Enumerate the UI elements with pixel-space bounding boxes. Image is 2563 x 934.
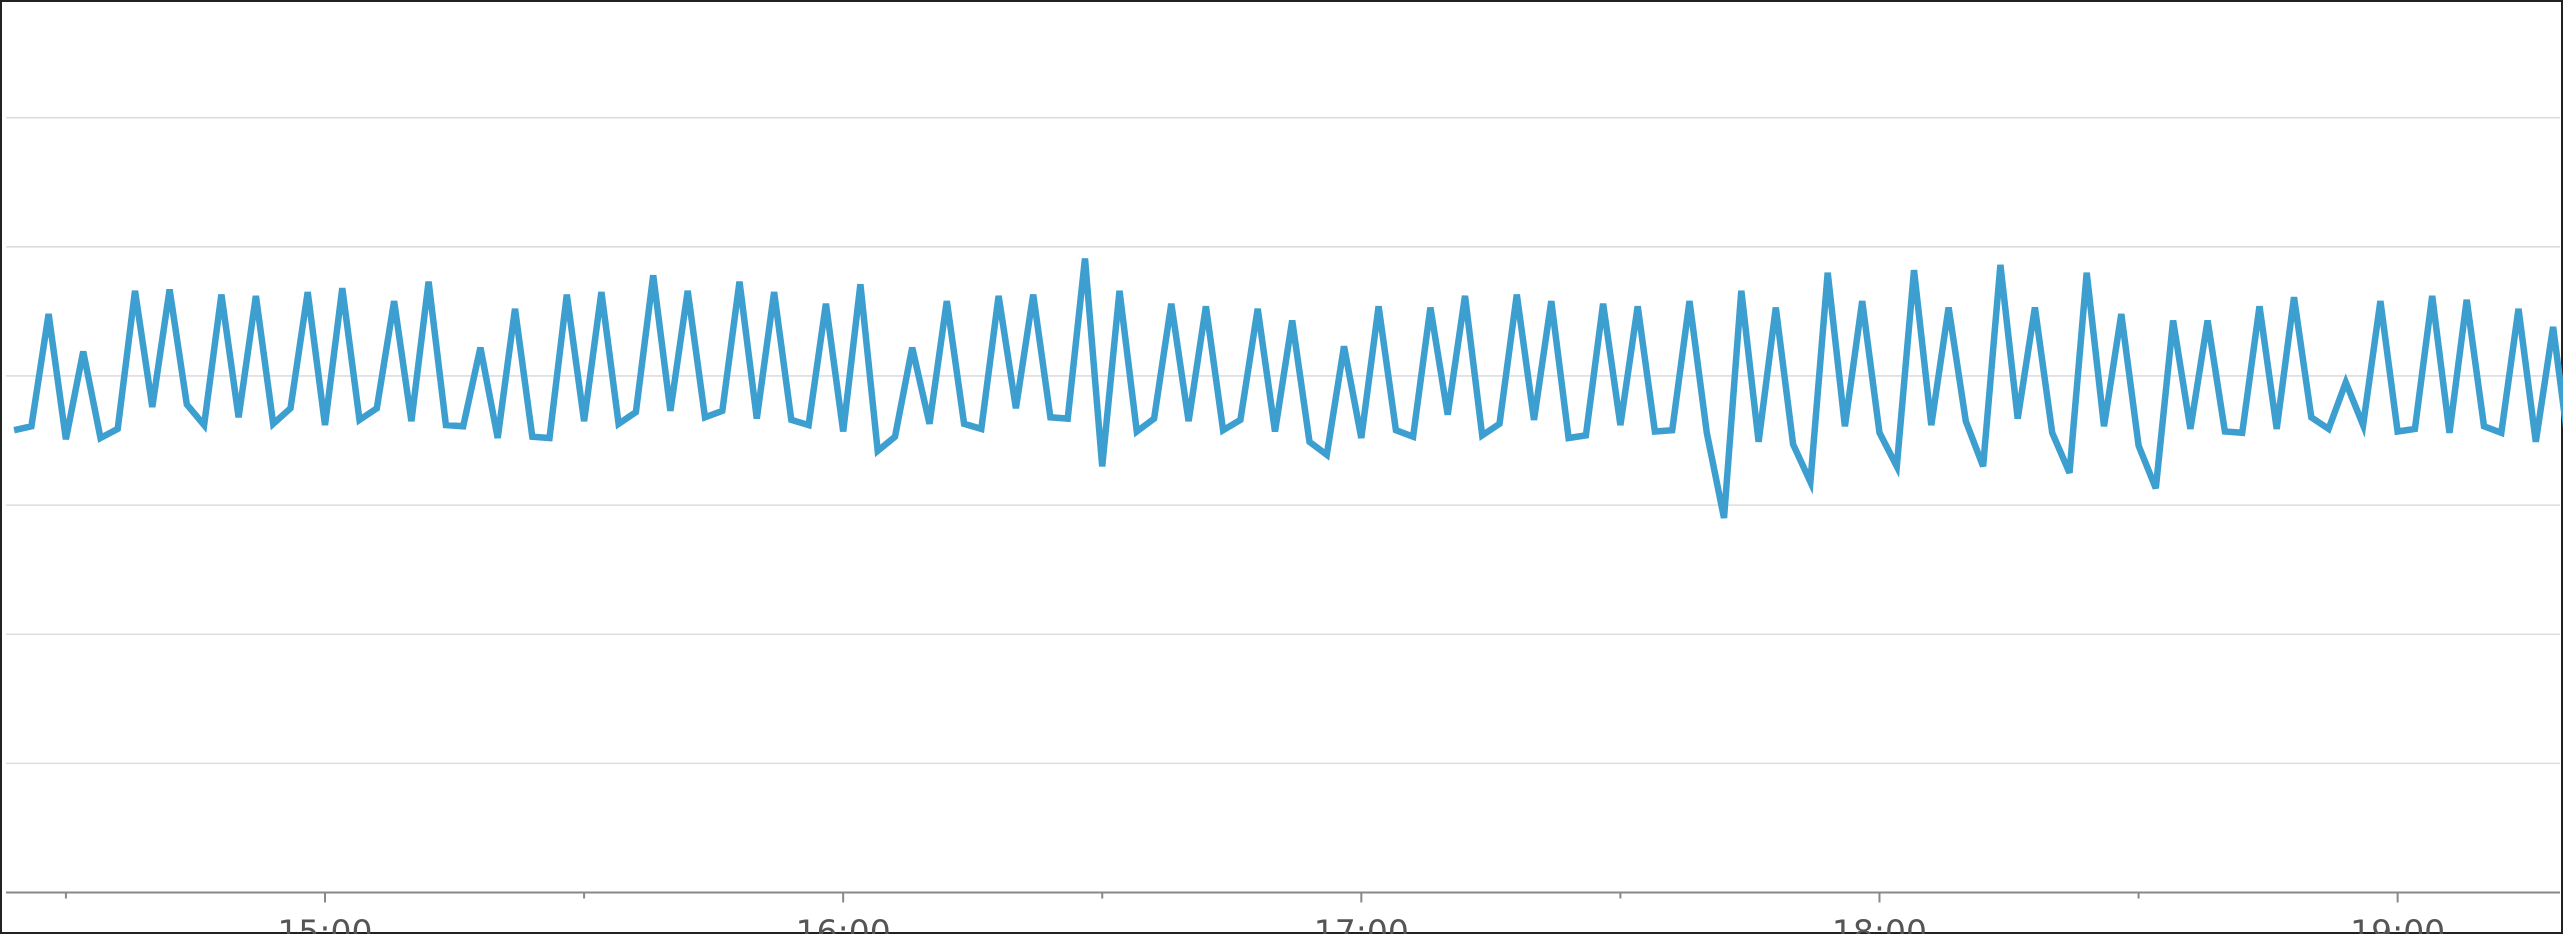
x-tick-label: 16:00 xyxy=(796,913,891,934)
x-tick-label: 19:00 xyxy=(2350,913,2445,934)
x-tick-label: 18:00 xyxy=(1832,913,1927,934)
data-line xyxy=(13,258,2563,519)
x-tick-label: 17:00 xyxy=(1314,913,1409,934)
x-tick-label: 15:00 xyxy=(277,913,372,934)
